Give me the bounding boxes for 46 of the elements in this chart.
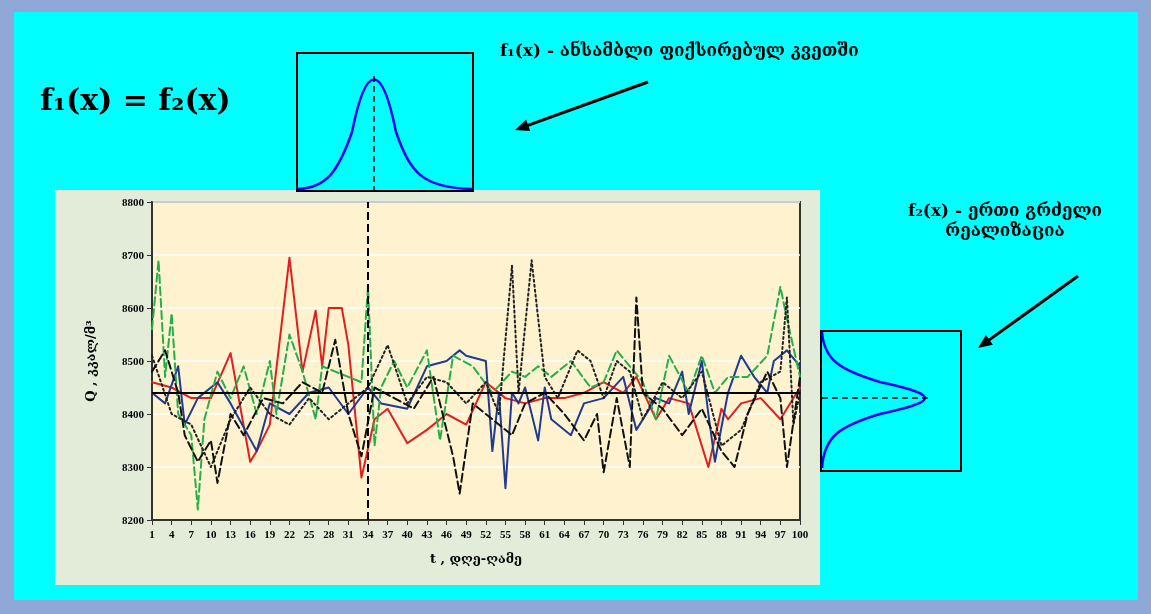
x-tick-label: 82 (676, 527, 689, 540)
x-tick-label: 91 (735, 527, 747, 540)
y-tick-label: 8300 (122, 461, 145, 473)
x-axis-title: t , დღე-ღამე (429, 551, 523, 566)
x-tick-label: 31 (342, 527, 354, 540)
x-tick-label: 100 (791, 527, 809, 540)
x-tick-label: 64 (558, 527, 571, 540)
y-tick-label: 8800 (122, 196, 145, 208)
x-tick-label: 46 (441, 527, 453, 540)
text: f₁(x) - ანსამბლი ფიქსირებულ კვეთში (500, 40, 859, 60)
x-tick-label: 28 (323, 527, 335, 540)
x-tick-label: 58 (519, 527, 532, 540)
x-tick-label: 49 (460, 527, 473, 540)
y-tick-label: 8500 (122, 355, 145, 367)
y-tick-label: 8600 (122, 302, 145, 314)
x-tick-label: 67 (578, 527, 590, 540)
x-tick-label: 37 (382, 527, 394, 540)
y-tick-label: 8400 (122, 408, 145, 420)
x-tick-label: 55 (499, 527, 512, 540)
x-tick-label: 7 (188, 527, 195, 540)
x-tick-label: 79 (657, 527, 669, 540)
text: f₂(x) - ერთი გრძელი რეალიზაცია (907, 200, 1103, 240)
x-tick-label: 13 (225, 527, 237, 540)
x-tick-label: 19 (264, 527, 276, 540)
x-tick-label: 85 (696, 527, 708, 540)
x-tick-label: 88 (715, 527, 728, 540)
text: f₁(x) = f₂(x) (40, 82, 231, 117)
x-tick-label: 10 (205, 527, 217, 540)
x-tick-label: 16 (244, 527, 257, 540)
x-tick-label: 1 (149, 527, 155, 540)
x-tick-label: 52 (480, 527, 492, 540)
x-tick-label: 43 (421, 527, 433, 540)
x-tick-label: 34 (362, 527, 374, 540)
x-tick-label: 76 (637, 527, 649, 540)
x-tick-label: 73 (617, 527, 630, 540)
y-axis-title: Q , კკალ/მ³ (83, 319, 98, 402)
x-tick-label: 4 (168, 527, 175, 540)
x-tick-label: 22 (283, 527, 296, 540)
x-tick-label: 97 (774, 527, 787, 540)
y-tick-label: 8200 (122, 514, 145, 526)
y-tick-label: 8700 (122, 249, 145, 261)
x-tick-label: 25 (303, 527, 316, 540)
x-tick-label: 40 (401, 527, 414, 540)
x-tick-label: 94 (755, 527, 767, 540)
x-tick-label: 70 (598, 527, 610, 540)
x-tick-label: 61 (539, 527, 551, 540)
